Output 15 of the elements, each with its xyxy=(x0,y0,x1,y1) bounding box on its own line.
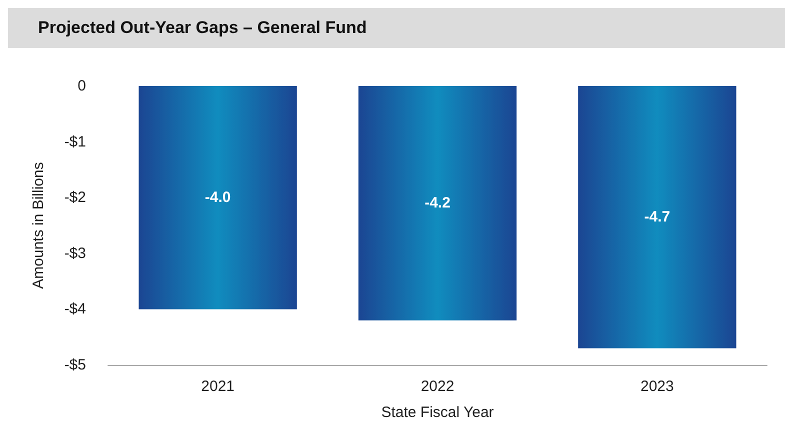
x-tick-label: 2023 xyxy=(640,378,674,395)
y-tick-label: -$1 xyxy=(64,133,86,150)
y-tick-label: 0 xyxy=(78,78,86,94)
y-axis-title: Amounts in Billions xyxy=(30,162,47,289)
data-label: -4.2 xyxy=(424,194,450,212)
data-label: -4.7 xyxy=(644,208,670,226)
y-tick-label: -$2 xyxy=(64,189,86,206)
data-label: -4.0 xyxy=(204,189,231,206)
y-tick-label: -$3 xyxy=(64,244,86,262)
x-tick-label: 2022 xyxy=(420,378,454,395)
x-tick-label: 2021 xyxy=(201,378,235,395)
y-tick-label: -$5 xyxy=(64,356,86,374)
y-tick-label: -$4 xyxy=(64,300,86,318)
chart-title: Projected Out-Year Gaps – General Fund xyxy=(8,8,785,48)
x-axis-title: State Fiscal Year xyxy=(381,404,494,421)
